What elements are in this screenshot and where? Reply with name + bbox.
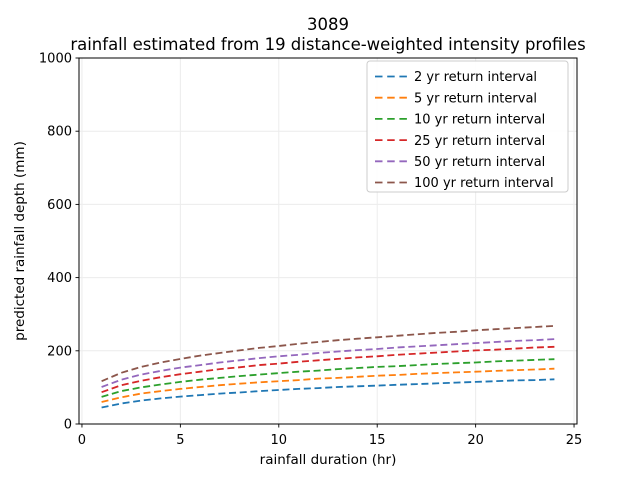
series-line-3 <box>101 358 555 398</box>
x-tick-label: 10 <box>271 433 288 448</box>
legend-label: 5 yr return interval <box>414 91 537 106</box>
y-tick-label: 0 <box>64 418 72 433</box>
x-tick-label: 0 <box>78 433 86 448</box>
y-tick-label: 600 <box>47 198 72 213</box>
chart-subtitle: rainfall estimated from 19 distance-weig… <box>70 35 585 54</box>
y-tick-label: 800 <box>47 125 72 140</box>
x-axis-label: rainfall duration (hr) <box>260 452 397 468</box>
legend: 2 yr return interval 5 yr return interval… <box>366 60 569 193</box>
x-tick-label: 20 <box>467 433 484 448</box>
legend-label: 10 yr return interval <box>414 113 545 128</box>
series-layer <box>101 325 555 409</box>
series-line-5 <box>101 338 555 388</box>
x-tick-label: 5 <box>176 433 184 448</box>
legend-label: 2 yr return interval <box>414 70 537 85</box>
plot-border <box>78 57 578 425</box>
legend-label: 50 yr return interval <box>414 155 545 170</box>
tick-layer: 0 5 10 15 20 25 0 200 400 600 800 1000 <box>39 52 582 449</box>
chart-title: 3089 <box>307 15 349 34</box>
y-axis-label: predicted rainfall depth (mm) <box>12 141 28 341</box>
legend-label: 100 yr return interval <box>414 176 554 191</box>
x-tick-label: 25 <box>566 433 583 448</box>
series-line-2 <box>101 367 555 403</box>
series-line-4 <box>101 345 555 394</box>
x-tick-label: 15 <box>369 433 386 448</box>
series-line-1 <box>101 378 555 409</box>
y-tick-label: 1000 <box>39 52 72 67</box>
legend-label: 25 yr return interval <box>414 134 545 149</box>
legend-box <box>366 60 569 193</box>
y-tick-label: 200 <box>47 344 72 359</box>
y-tick-label: 400 <box>47 271 72 286</box>
series-line-6 <box>101 325 555 383</box>
